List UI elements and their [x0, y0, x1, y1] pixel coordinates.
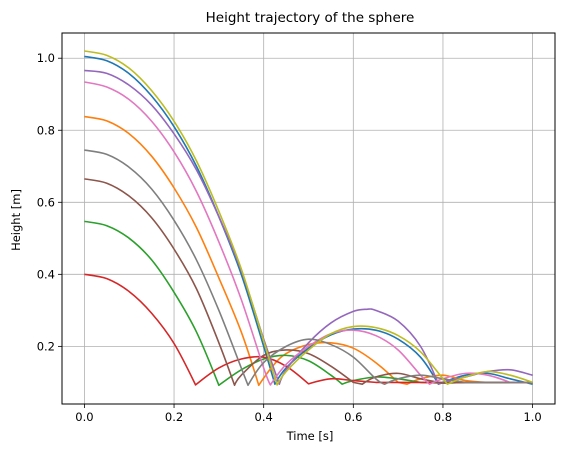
x-tick-label: 0.2 — [165, 410, 183, 424]
y-tick-label: 0.4 — [37, 267, 55, 281]
y-tick-label: 1.0 — [37, 51, 55, 65]
series-line-7 — [84, 81, 533, 386]
x-axis-label: Time [s] — [286, 429, 334, 443]
series-line-2 — [84, 115, 533, 387]
x-tick-label: 1.0 — [523, 410, 541, 424]
y-tick-label: 0.8 — [37, 123, 55, 137]
series-line-5 — [84, 69, 533, 385]
axis-ticks: 0.0 0.2 0.4 0.6 0.8 1.0 0.2 0.4 0.6 0.8 1.0 — [37, 51, 542, 424]
y-tick-label: 0.2 — [37, 339, 55, 353]
x-tick-label: 0.6 — [344, 410, 362, 424]
y-tick-label: 0.6 — [37, 195, 55, 209]
grid — [62, 33, 555, 404]
series-line-6 — [84, 178, 533, 387]
chart-title: Height trajectory of the sphere — [206, 10, 415, 26]
x-tick-label: 0.0 — [75, 410, 93, 424]
series-line-8 — [84, 149, 533, 387]
x-tick-label: 0.8 — [434, 410, 452, 424]
series-line-4 — [84, 273, 533, 386]
plot-frame — [61, 32, 556, 405]
series-line-9 — [84, 50, 533, 386]
x-tick-label: 0.4 — [255, 410, 273, 424]
series-layer — [84, 50, 533, 387]
series-line-3 — [84, 220, 533, 387]
y-axis-label: Height [m] — [9, 189, 23, 251]
